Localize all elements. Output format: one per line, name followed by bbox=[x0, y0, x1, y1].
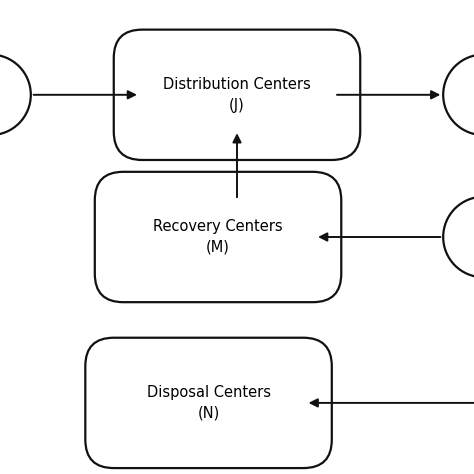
Circle shape bbox=[443, 55, 474, 135]
Circle shape bbox=[443, 197, 474, 277]
Text: Disposal Centers
(N): Disposal Centers (N) bbox=[146, 385, 271, 421]
FancyBboxPatch shape bbox=[114, 29, 360, 160]
FancyBboxPatch shape bbox=[95, 172, 341, 302]
Text: Recovery Centers
(M): Recovery Centers (M) bbox=[153, 219, 283, 255]
FancyBboxPatch shape bbox=[85, 337, 332, 468]
Circle shape bbox=[0, 55, 31, 135]
Text: Distribution Centers
(J): Distribution Centers (J) bbox=[163, 77, 311, 113]
